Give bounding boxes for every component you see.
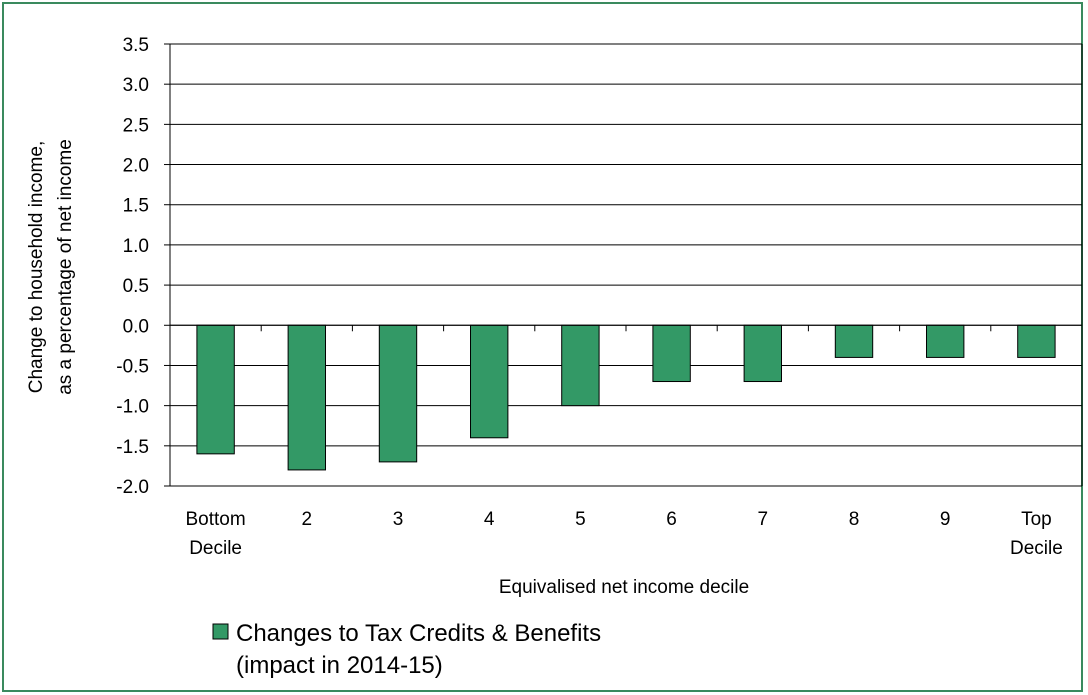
y-tick-label: 3.0 (123, 75, 149, 96)
x-axis-title: Equivalised net income decile (499, 577, 749, 598)
y-tick-label: 2.5 (123, 115, 149, 136)
x-tick-label: Top (1021, 509, 1052, 530)
x-tick-label: 9 (940, 509, 951, 530)
bar (652, 324, 691, 383)
y-tick-label: 0.5 (123, 276, 149, 297)
x-tick-label: 7 (758, 509, 769, 530)
bar (743, 324, 782, 383)
x-tick-label: Decile (1010, 538, 1063, 559)
y-tick-label: 1.0 (123, 236, 149, 257)
x-tick-label: 2 (302, 509, 313, 530)
x-tick-label: 8 (849, 509, 860, 530)
bar (926, 324, 965, 358)
y-tick-label: -1.5 (116, 437, 149, 458)
y-axis-title: as a percentage of net income (55, 139, 76, 395)
bar (378, 324, 418, 463)
y-tick-label: -1.0 (116, 397, 149, 418)
x-tick-label: 6 (666, 509, 677, 530)
y-tick-label: 0.0 (123, 316, 149, 337)
legend-label: (impact in 2014-15) (236, 652, 443, 679)
x-tick-label: Bottom (185, 509, 245, 530)
x-tick-label: 5 (575, 509, 586, 530)
y-tick-label: -2.0 (116, 477, 149, 498)
legend-swatch (212, 623, 229, 640)
bar (470, 324, 509, 439)
bar (287, 324, 326, 471)
y-axis-title: Change to household income, (26, 141, 47, 393)
bar (834, 324, 874, 358)
x-tick-label: 4 (484, 509, 495, 530)
legend-label: Changes to Tax Credits & Benefits (236, 620, 601, 647)
x-tick-label: Decile (189, 538, 242, 559)
y-tick-label: 1.5 (123, 196, 149, 217)
bar (1017, 324, 1056, 358)
y-tick-label: -0.5 (116, 356, 149, 377)
y-tick-label: 2.0 (123, 156, 149, 177)
x-tick-label: 3 (393, 509, 404, 530)
bar (196, 324, 235, 455)
bar (561, 324, 600, 407)
y-tick-label: 3.5 (123, 35, 149, 56)
